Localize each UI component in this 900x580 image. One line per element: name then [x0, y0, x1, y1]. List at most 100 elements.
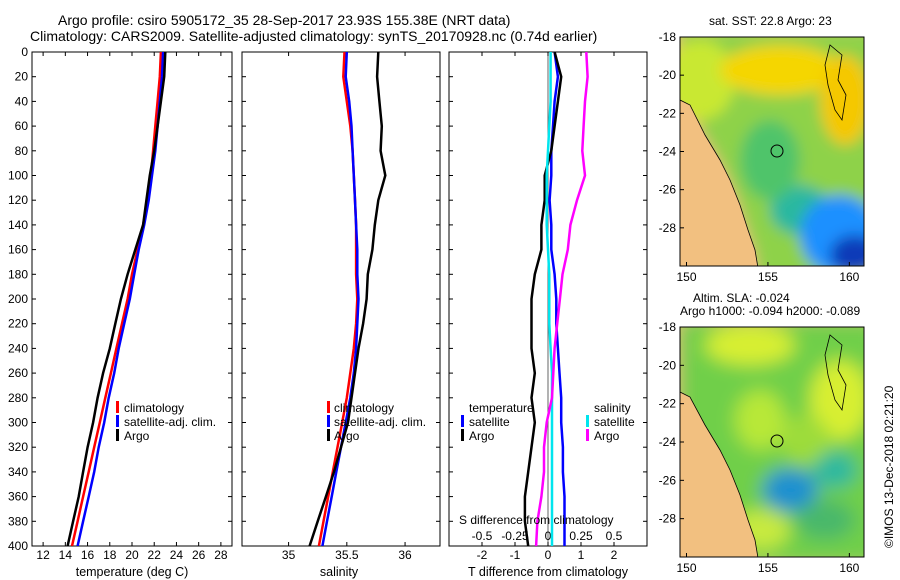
x-tick-label: 18 — [103, 548, 117, 562]
figure-title-line2: Climatology: CARS2009. Satellite-adjuste… — [30, 28, 597, 44]
s-difference-label: S difference from climatology — [459, 513, 614, 527]
map-y-tick-label: -18 — [659, 30, 677, 44]
legend-swatch-climatology-s — [327, 401, 330, 413]
depth-tick-label: 380 — [8, 514, 28, 528]
temperature-xlabel: temperature (deg C) — [76, 565, 189, 579]
x-tick-label: -1 — [510, 548, 521, 562]
depth-tick-label: 240 — [8, 341, 28, 355]
sla-map-ticks: 150 155 160 -18 -20 -22 -24 -26 -28 — [659, 320, 860, 575]
x-tick-label: 24 — [170, 548, 184, 562]
sst-map-ticks: 150 155 160 -18 -20 -22 -24 -26 -28 — [659, 30, 860, 284]
map-y-tick-label: -26 — [659, 473, 677, 487]
depth-tick-label: 340 — [8, 465, 28, 479]
x-tick-label: 35 — [282, 548, 296, 562]
legend-swatch-s-argo — [586, 429, 589, 441]
map-x-tick-label: 160 — [839, 270, 859, 284]
depth-tick-label: 280 — [8, 391, 28, 405]
depth-tick-label: 220 — [8, 317, 28, 331]
sla-map-title-line1: Altim. SLA: -0.024 — [693, 291, 790, 305]
s-tick-label: 0.25 — [569, 529, 593, 543]
salinity-panel — [241, 51, 441, 547]
difference-xlabel: T difference from climatology — [468, 565, 629, 579]
s-tick-label: -0.25 — [501, 529, 529, 543]
legend-climatology: climatology — [124, 401, 184, 415]
legend-satellite-adj-s: satellite-adj. clim. — [334, 415, 426, 429]
x-tick-label: -2 — [477, 548, 488, 562]
map-y-tick-label: -24 — [659, 435, 677, 449]
x-tick-label: 0 — [545, 548, 552, 562]
legend-swatch-argo-s — [327, 429, 330, 441]
x-tick-label: 20 — [125, 548, 139, 562]
map-y-tick-label: -18 — [659, 320, 677, 334]
s-tick-label: -0.5 — [472, 529, 493, 543]
map-y-tick-label: -22 — [659, 397, 677, 411]
series-argo — [308, 52, 387, 546]
map-x-tick-label: 155 — [758, 270, 778, 284]
legend-swatch-t-argo — [461, 429, 464, 441]
depth-tick-label: 200 — [8, 292, 28, 306]
depth-axis: 0 20 40 60 80 100 120 140 160 180 200 220 240 260 280 3… — [8, 45, 647, 553]
depth-tick-label: 300 — [8, 416, 28, 430]
x-tick-label: 2 — [611, 548, 618, 562]
series-t-argo — [523, 52, 563, 546]
legend-swatch-satellite-adj-s — [327, 415, 330, 427]
legend-s-satellite: satellite — [594, 415, 635, 429]
x-tick-label: 28 — [214, 548, 228, 562]
series-climatology — [70, 52, 163, 546]
sla-map-title-line2: Argo h1000: -0.094 h2000: -0.089 — [680, 304, 860, 318]
legend-swatch-argo — [116, 429, 119, 441]
depth-tick-label: 20 — [15, 70, 29, 84]
depth-tick-label: 140 — [8, 218, 28, 232]
map-x-tick-label: 155 — [758, 561, 778, 575]
imos-credit: ©IMOS 13-Dec-2018 02:21:20 — [882, 385, 896, 548]
sst-map — [680, 37, 864, 266]
legend-swatch-s-satellite — [586, 415, 589, 427]
legend-t-argo: Argo — [469, 429, 495, 443]
x-tick-label: 12 — [36, 548, 50, 562]
x-tick-label: 35.5 — [335, 548, 359, 562]
depth-tick-label: 180 — [8, 267, 28, 281]
salinity-ticks: 35 35.5 36 — [282, 52, 412, 562]
map-x-tick-label: 160 — [839, 561, 859, 575]
depth-tick-label: 400 — [8, 539, 28, 553]
legend-argo: Argo — [124, 429, 150, 443]
temperature-legend: climatology satellite-adj. clim. Argo — [116, 401, 216, 443]
temperature-profiles — [66, 52, 167, 546]
map-y-tick-label: -24 — [659, 145, 677, 159]
map-x-tick-label: 150 — [676, 270, 696, 284]
depth-tick-label: 80 — [15, 144, 29, 158]
x-tick-label: 36 — [398, 548, 412, 562]
map-x-tick-label: 150 — [676, 561, 696, 575]
map-y-tick-label: -20 — [659, 68, 677, 82]
sla-float-marker — [770, 434, 784, 448]
sla-map — [680, 327, 864, 557]
x-tick-label: 14 — [59, 548, 73, 562]
series-s-argo — [534, 52, 589, 546]
map-y-tick-label: -28 — [659, 221, 677, 235]
depth-tick-label: 100 — [8, 169, 28, 183]
legend-temperature-heading: temperature — [469, 401, 534, 415]
depth-tick-label: 40 — [15, 94, 29, 108]
x-tick-label: 1 — [578, 548, 585, 562]
map-y-tick-label: -26 — [659, 183, 677, 197]
salinity-xlabel: salinity — [320, 565, 359, 579]
legend-s-argo: Argo — [594, 429, 620, 443]
legend-satellite-adj: satellite-adj. clim. — [124, 415, 216, 429]
series-s-satellite — [545, 52, 554, 546]
depth-tick-label: 0 — [21, 45, 28, 59]
temperature-panel — [31, 51, 233, 547]
salinity-profiles — [308, 52, 387, 546]
difference-ticks: -2 -1 0 1 2-0.5 -0.25 0 0.25 0.5 — [472, 52, 623, 562]
series-argo — [66, 52, 167, 546]
s-tick-label: 0.5 — [606, 529, 623, 543]
salinity-legend: climatology satellite-adj. clim. Argo — [327, 401, 426, 443]
sst-float-marker — [770, 144, 784, 158]
legend-salinity-heading: salinity — [594, 401, 631, 415]
figure-title-line1: Argo profile: csiro 5905172_35 28-Sep-20… — [58, 12, 510, 28]
depth-tick-label: 260 — [8, 366, 28, 380]
legend-swatch-t-satellite — [461, 415, 464, 427]
legend-t-satellite: satellite — [469, 415, 510, 429]
legend-swatch-climatology — [116, 401, 119, 413]
